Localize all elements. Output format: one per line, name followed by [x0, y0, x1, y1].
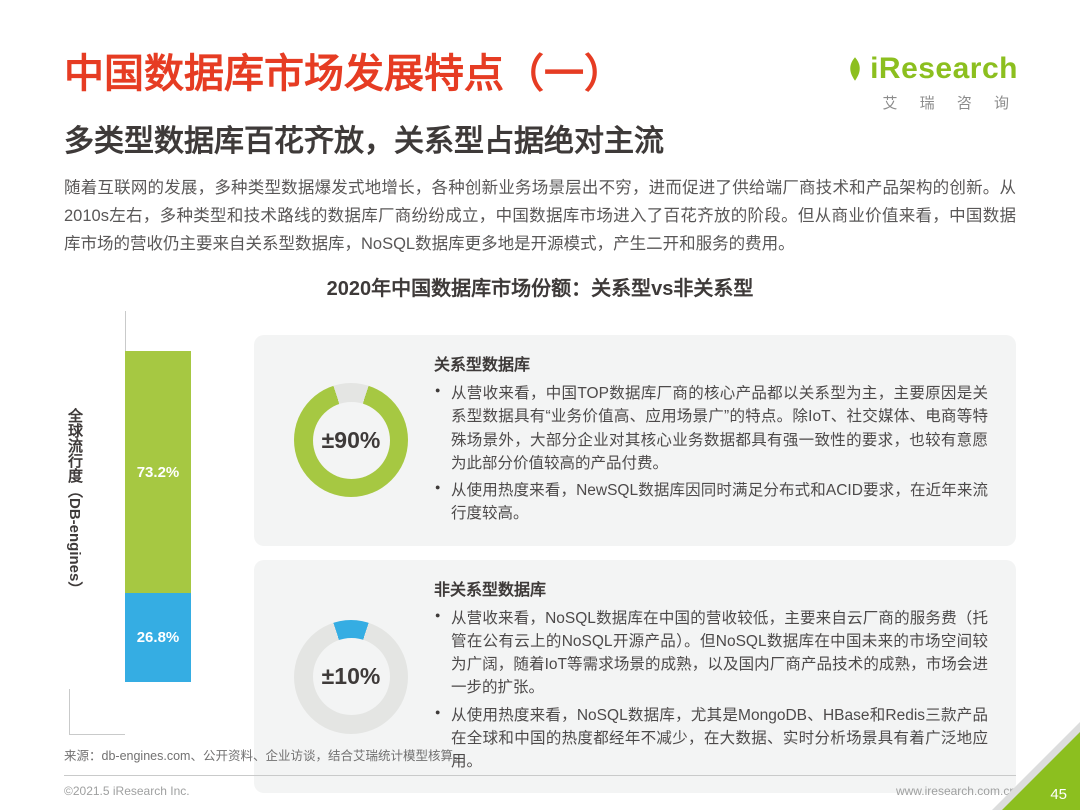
iresearch-logo: iResearch 艾 瑞 咨 询 [846, 52, 1018, 113]
page-subtitle: 多类型数据库百花齐放，关系型占据绝对主流 [64, 125, 664, 158]
y-axis-label: 全球流行度 （DB-engines） [64, 408, 85, 638]
donut-wrap: ±90% [268, 383, 434, 498]
source-note: 来源：db-engines.com、公开资料、企业访谈，结合艾瑞统计模型核算。 [64, 749, 466, 763]
bullet-item: 从使用热度来看，NewSQL数据库因同时满足分布式和ACID要求，在近年来流行度… [434, 479, 988, 526]
bullet-item: 从营收来看，中国TOP数据库厂商的核心产品都以关系型为主，主要原因是关系型数据具… [434, 382, 988, 475]
bar-segment-nonrelational: 26.8% [125, 593, 191, 683]
bullet-item: 从使用热度来看，NoSQL数据库，尤其是MongoDB、HBase和Redis三… [434, 704, 988, 774]
bullet-list: 从营收来看，NoSQL数据库在中国的营收较低，主要来自云厂商的服务费（托管在公有… [434, 607, 988, 774]
donut-value-label: ±90% [321, 426, 381, 453]
bullet-item: 从营收来看，NoSQL数据库在中国的营收较低，主要来自云厂商的服务费（托管在公有… [434, 607, 988, 700]
footer: ©2021.5 iResearch Inc. www.iresearch.com… [64, 784, 1016, 798]
chart-content-row: 全球流行度 （DB-engines） 73.2% 26.8% [64, 311, 1016, 794]
stacked-bar: 73.2% 26.8% [125, 351, 191, 683]
chart-title: 2020年中国数据库市场份额：关系型vs非关系型 [326, 278, 754, 301]
axis-corner [69, 689, 125, 736]
logo-brand-cn: 艾 瑞 咨 询 [882, 95, 1018, 112]
bar-segment-value: 26.8% [136, 629, 180, 647]
card-relational: ±90% 关系型数据库 从营收来看，中国TOP数据库厂商的核心产品都以关系型为主… [254, 335, 1016, 546]
donut-wrap: ±10% [268, 619, 434, 734]
page-title: 中国数据库市场发展特点（一） [64, 52, 624, 96]
corner-triangle [1002, 732, 1080, 810]
donut-chart-nonrelational: ±10% [294, 619, 408, 734]
card-text: 关系型数据库 从营收来看，中国TOP数据库厂商的核心产品都以关系型为主，主要原因… [434, 351, 988, 530]
bar-segment-relational: 73.2% [125, 351, 191, 594]
bullet-list: 从营收来看，中国TOP数据库厂商的核心产品都以关系型为主，主要原因是关系型数据具… [434, 382, 988, 526]
intro-paragraph: 随着互联网的发展，多种类型数据爆发式地增长，各种创新业务场景层出不穷，进而促进了… [64, 179, 1016, 254]
axis-top-tick [125, 311, 126, 352]
donut-chart-relational: ±90% [294, 383, 408, 498]
y-axis-label-line1: 全球流行度 [66, 408, 83, 484]
page-number: 45 [1050, 786, 1067, 803]
bar-segment-value: 73.2% [136, 463, 180, 481]
y-axis-label-line2: （DB-engines） [66, 483, 83, 597]
card-nonrelational: ±10% 非关系型数据库 从营收来看，NoSQL数据库在中国的营收较低，主要来自… [254, 559, 1016, 794]
leaf-icon [850, 57, 860, 81]
copyright-text: ©2021.5 iResearch Inc. [64, 784, 190, 798]
card-heading-nonrelational: 非关系型数据库 [434, 581, 547, 599]
cards-column: ±90% 关系型数据库 从营收来看，中国TOP数据库厂商的核心产品都以关系型为主… [254, 335, 1016, 794]
stacked-bar-chart: 全球流行度 （DB-engines） 73.2% 26.8% [64, 311, 214, 736]
donut-value-label: ±10% [321, 663, 381, 690]
footer-divider [64, 775, 1016, 776]
logo-brand: iResearch [870, 52, 1018, 85]
donut-hole: ±90% [312, 401, 390, 479]
bar-plot-area: 73.2% 26.8% [69, 311, 191, 736]
donut-hole: ±10% [312, 638, 390, 716]
card-text: 非关系型数据库 从营收来看，NoSQL数据库在中国的营收较低，主要来自云厂商的服… [434, 576, 988, 778]
website-url: www.iresearch.com.cn [895, 784, 1016, 798]
card-heading-relational: 关系型数据库 [434, 357, 531, 375]
